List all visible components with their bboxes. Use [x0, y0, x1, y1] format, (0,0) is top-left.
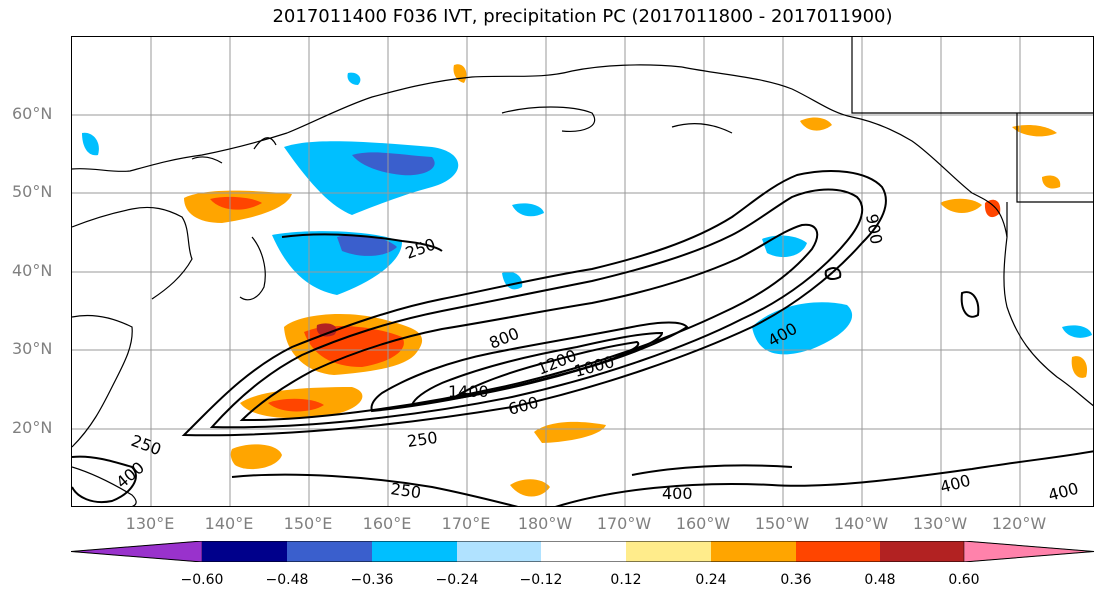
contour-label: 400 — [1046, 479, 1080, 505]
colorbar-tick-label: 0.24 — [695, 572, 727, 588]
contour-label: 250 — [403, 234, 438, 262]
colorbar-tick-label: −0.24 — [435, 572, 479, 588]
map-canvas: 250 800 1200 1000 1400 600 250 400 900 2… — [72, 37, 1093, 506]
colorbar-segment — [796, 541, 880, 562]
colorbar-tick-label: −0.12 — [519, 572, 563, 588]
lat-label-50n: 50°N — [12, 182, 53, 201]
colorbar-segment — [880, 541, 964, 562]
lon-label-140e: 140°E — [204, 514, 254, 533]
colorbar — [71, 541, 1095, 562]
contour-label: 250 — [406, 428, 439, 451]
lon-label-170w: 170°W — [596, 514, 652, 533]
contour-label: 250 — [389, 479, 422, 502]
colorbar-tick-label: 0.36 — [780, 572, 812, 588]
lon-label-150w: 150°W — [754, 514, 810, 533]
coastlines — [72, 37, 1093, 506]
colorbar-segment — [457, 541, 541, 562]
colorbar-segment — [71, 541, 203, 562]
lon-label-180w: 180°W — [517, 514, 573, 533]
contour-label: 1400 — [448, 382, 489, 401]
contour-label: 900 — [862, 212, 886, 245]
lon-label-160e: 160°E — [362, 514, 412, 533]
lon-label-150e: 150°E — [283, 514, 333, 533]
lat-label-60n: 60°N — [12, 104, 53, 123]
map-panel: 250 800 1200 1000 1400 600 250 400 900 2… — [71, 36, 1094, 507]
contour-labels: 250 800 1200 1000 1400 600 250 400 900 2… — [112, 212, 1080, 504]
colorbar-tick-label: 0.12 — [610, 572, 642, 588]
map-title: 2017011400 F036 IVT, precipitation PC (2… — [272, 6, 893, 27]
lat-label-20n: 20°N — [12, 418, 53, 437]
colorbar-tick-label: −0.36 — [350, 572, 394, 588]
colorbar-segment — [626, 541, 711, 562]
colorbar-segment — [541, 541, 626, 562]
lat-label-30n: 30°N — [12, 339, 53, 358]
graticule — [72, 37, 1093, 506]
colorbar-segment — [963, 541, 1095, 562]
lon-label-140w: 140°W — [833, 514, 889, 533]
lon-label-130e: 130°E — [125, 514, 175, 533]
lon-label-130w: 130°W — [912, 514, 968, 533]
colorbar-segment — [202, 541, 287, 562]
contour-label: 400 — [662, 484, 693, 503]
contour-label: 400 — [938, 471, 972, 497]
colorbar-segment — [711, 541, 796, 562]
ivt-contours — [72, 170, 1093, 506]
lon-label-160w: 160°W — [675, 514, 731, 533]
colorbar-tick-label: −0.60 — [180, 572, 224, 588]
lon-label-120w: 120°W — [991, 514, 1047, 533]
colorbar-segment — [287, 541, 372, 562]
colorbar-tick-label: 0.60 — [948, 572, 980, 588]
colorbar-tick-label: −0.48 — [265, 572, 309, 588]
contour-label: 250 — [129, 431, 164, 459]
colorbar-tick-label: 0.48 — [864, 572, 896, 588]
precip-shading — [82, 64, 1092, 497]
lat-label-40n: 40°N — [12, 261, 53, 280]
colorbar-segment — [372, 541, 457, 562]
lon-label-170e: 170°E — [441, 514, 491, 533]
